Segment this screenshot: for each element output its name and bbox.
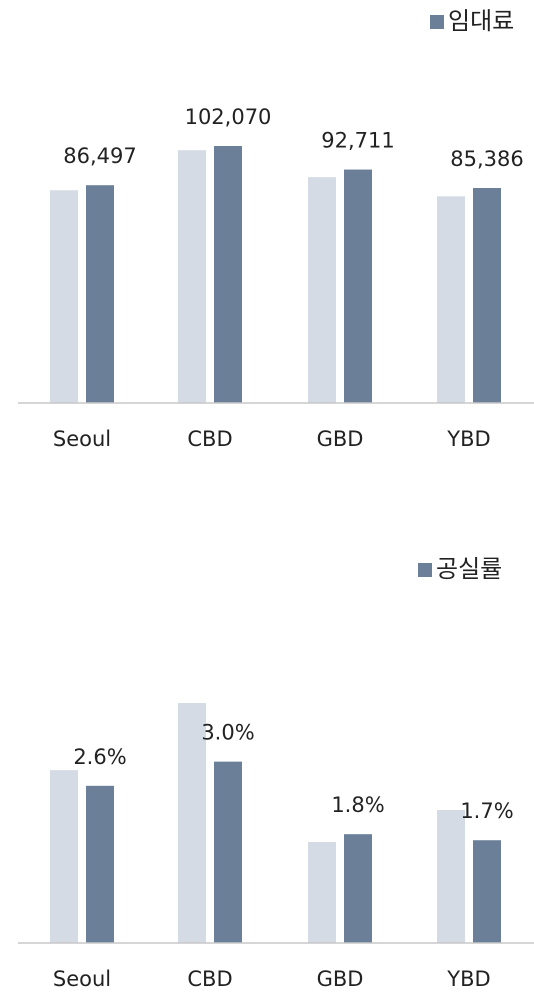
bar [473,188,501,403]
legend-label: 임대료 [448,7,514,35]
x-tick-label: Seoul [53,967,111,991]
bar [344,169,372,403]
bar [50,770,78,943]
x-tick-label: YBD [446,427,490,451]
legend-swatch [418,563,432,577]
x-tick-label: GBD [317,967,364,991]
bar [344,834,372,943]
legend-label: 공실률 [436,555,502,583]
bar [308,177,336,403]
bar [437,196,465,403]
data-label: 102,070 [185,105,272,129]
bar [214,146,242,403]
bar [437,810,465,943]
data-label: 3.0% [201,721,254,745]
data-label: 85,386 [450,147,523,171]
x-tick-label: Seoul [53,427,111,451]
data-label: 1.8% [331,793,384,817]
bar [308,842,336,943]
x-tick-label: GBD [317,427,364,451]
bar [178,150,206,403]
bar [214,761,242,943]
bar [178,703,206,943]
legend-swatch [430,15,444,29]
data-label: 86,497 [63,144,136,168]
bar [50,190,78,403]
x-tick-label: CBD [187,427,232,451]
bar [473,840,501,943]
x-tick-label: CBD [187,967,232,991]
x-tick-label: YBD [446,967,490,991]
data-label: 2.6% [73,745,126,769]
data-label: 1.7% [460,799,513,823]
bar [86,185,114,403]
bar [86,785,114,943]
data-label: 92,711 [321,129,394,153]
